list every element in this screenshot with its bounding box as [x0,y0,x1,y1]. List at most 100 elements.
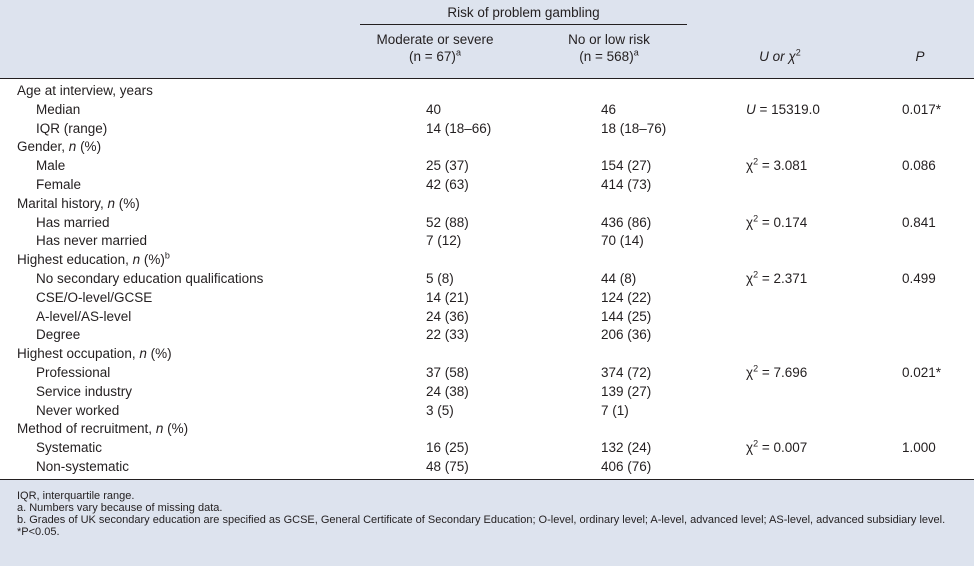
cell-moderate-severe: 22 (33) [426,327,469,343]
group-header-rule [360,24,687,25]
table-row: Never worked 3 (5) 7 (1) [0,403,974,421]
row-label: A-level/AS-level [36,308,132,324]
table-row: Systematic 16 (25) 132 (24) χ2 = 0.007 1.000 [0,438,974,458]
cell-moderate-severe: 25 (37) [426,158,469,174]
col-header-statistic-sup: 2 [795,47,801,58]
cell-moderate-severe: 5 (8) [426,271,454,286]
table-row: Method of recruitment, n (%) [0,421,974,439]
table-row: Age at interview, years [0,83,974,101]
footnote-iqr: IQR, interquartile range. [17,490,135,502]
cell-statistic: χ2 = 2.371 [746,269,808,286]
table-row: No secondary education qualifications 5 (… [0,269,974,289]
cell-no-low-risk: 144 (25) [601,308,652,324]
row-label: Degree [36,327,81,343]
table-row: Non-systematic 48 (75) 406 (76) [0,459,974,477]
row-label: No secondary education qualifications [36,271,264,286]
cell-moderate-severe: 14 (21) [426,289,469,305]
cell-no-low-risk: 374 (72) [601,365,652,380]
table-row: Female 42 (63) 414 (73) [0,177,974,195]
table-row: Has never married 7 (12) 70 (14) [0,233,974,251]
row-label: Has never married [36,233,148,249]
col-header-moderate-title: Moderate or severe [376,32,494,47]
cell-p-value: 0.017* [902,101,942,117]
table-row: A-level/AS-level 24 (36) 144 (25) [0,309,974,327]
cell-no-low-risk: 436 (86) [601,214,652,230]
group-header: Risk of problem gambling [447,5,600,20]
cell-no-low-risk: 406 (76) [601,459,652,474]
table-row: Male 25 (37) 154 (27) χ2 = 3.081 0.086 [0,156,974,176]
cell-no-low-risk: 206 (36) [601,327,652,343]
col-header-moderate-n-text: (n = 67) [409,49,456,64]
row-label: Method of recruitment, n (%) [17,421,189,437]
table-header: Risk of problem gambling Moderate or sev… [0,0,974,78]
table-row: CSE/O-level/GCSE 14 (21) 124 (22) [0,290,974,308]
footnote-sig: *P<0.05. [17,526,60,538]
header-divider [0,78,974,79]
row-label: Highest education, n (%)b [17,250,170,268]
cell-no-low-risk: 18 (18–76) [601,120,667,136]
row-label: CSE/O-level/GCSE [36,289,153,305]
cell-moderate-severe: 16 (25) [426,440,469,456]
row-label: Service industry [36,383,133,399]
cell-moderate-severe: 24 (38) [426,383,469,399]
cell-p-value: 1.000 [902,440,936,456]
table-row: IQR (range) 14 (18–66) 18 (18–76) [0,121,974,139]
col-header-statistic: U or χ2 [725,48,835,65]
row-label: Marital history, n (%) [17,195,140,211]
table-row: Highest education, n (%)b [0,250,974,270]
row-label: Median [36,101,81,117]
row-label: Professional [36,365,111,380]
cell-p-value: 0.021* [902,365,942,380]
cell-moderate-severe: 7 (12) [426,233,462,249]
footnote-b: b. Grades of UK secondary education are … [17,514,946,526]
cell-no-low-risk: 154 (27) [601,158,652,174]
row-label: Systematic [36,440,103,456]
col-header-norisk-sup: a [633,47,639,58]
col-header-moderate: Moderate or severe (n = 67)a [360,31,510,65]
cell-moderate-severe: 48 (75) [426,459,469,474]
col-header-norisk: No or low risk (n = 568)a [534,31,684,65]
cell-moderate-severe: 40 [426,101,442,117]
cell-statistic: χ2 = 3.081 [746,156,808,174]
cell-no-low-risk: 124 (22) [601,289,652,305]
row-label: Never worked [36,402,120,418]
table-footnotes: IQR, interquartile range. a. Numbers var… [0,479,974,566]
table-row: Degree 22 (33) 206 (36) [0,327,974,345]
cell-moderate-severe: 14 (18–66) [426,120,492,136]
cell-no-low-risk: 7 (1) [601,402,629,418]
cell-no-low-risk: 414 (73) [601,177,652,192]
row-label: IQR (range) [36,120,108,136]
col-header-norisk-n-text: (n = 568) [579,49,634,64]
row-label: Male [36,158,66,174]
cell-p-value: 0.086 [902,158,936,174]
cell-no-low-risk: 132 (24) [601,440,652,456]
table-row: Has married 52 (88) 436 (86) χ2 = 0.174 0.84… [0,214,974,233]
col-header-p: P [915,49,925,64]
col-header-norisk-title: No or low risk [568,32,650,47]
cell-statistic: U = 15319.0 [746,101,820,117]
row-label: Age at interview, years [17,83,153,98]
cell-moderate-severe: 3 (5) [426,402,454,418]
table-row: Highest occupation, n (%) [0,346,974,364]
cell-moderate-severe: 42 (63) [426,177,469,192]
row-label: Female [36,177,82,192]
cell-statistic: χ2 = 7.696 [746,363,808,380]
cell-p-value: 0.499 [902,271,936,286]
table-row: Professional 37 (58) 374 (72) χ2 = 7.696 0.0… [0,363,974,383]
col-header-statistic-text: U or χ [759,49,796,64]
cell-moderate-severe: 24 (36) [426,308,469,324]
table-row: Service industry 24 (38) 139 (27) [0,384,974,402]
cell-moderate-severe: 52 (88) [426,214,469,230]
row-label: Non-systematic [36,459,130,474]
row-label: Has married [36,214,110,230]
cell-statistic: χ2 = 0.007 [746,438,808,456]
cell-no-low-risk: 46 [601,101,617,117]
cell-no-low-risk: 70 (14) [601,233,644,249]
footnote-a: a. Numbers vary because of missing data. [17,502,223,514]
cell-moderate-severe: 37 (58) [426,365,469,380]
row-label: Highest occupation, n (%) [17,346,172,362]
table-row: Gender, n (%) [0,139,974,157]
col-header-moderate-sup: a [455,47,461,58]
table-row: Median 40 46 U = 15319.0 0.017* [0,102,974,120]
